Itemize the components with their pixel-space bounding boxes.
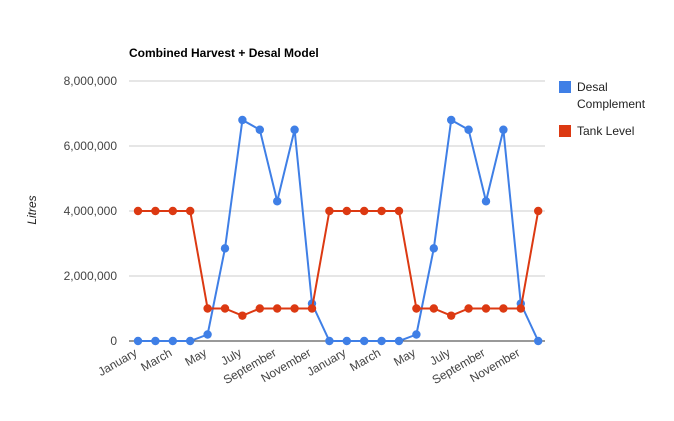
legend-swatch — [559, 81, 571, 93]
data-point[interactable] — [412, 304, 421, 313]
y-axis-ticks: 0 2,000,000 4,000,000 6,000,000 8,000,000 — [64, 74, 118, 348]
data-point[interactable] — [325, 206, 334, 216]
data-point[interactable] — [429, 304, 438, 313]
x-tick-label: January — [304, 345, 348, 378]
data-point[interactable] — [447, 311, 456, 320]
data-point[interactable] — [342, 336, 351, 346]
data-point[interactable] — [203, 304, 212, 313]
series — [133, 115, 543, 346]
data-point[interactable] — [255, 125, 264, 134]
data-point[interactable] — [255, 304, 264, 313]
data-point[interactable] — [377, 336, 386, 346]
chart-title: Combined Harvest + Desal Model — [129, 46, 319, 60]
data-point[interactable] — [273, 197, 282, 206]
data-point[interactable] — [534, 206, 543, 216]
data-point[interactable] — [377, 206, 386, 216]
data-point[interactable] — [464, 304, 473, 313]
x-tick-label: May — [391, 345, 418, 368]
data-point[interactable] — [499, 304, 508, 313]
series-line — [138, 210, 540, 317]
data-point[interactable] — [151, 206, 160, 216]
data-point[interactable] — [307, 304, 317, 313]
legend-item-desal-complement[interactable]: Desal Complement — [559, 80, 646, 111]
data-point[interactable] — [133, 336, 143, 346]
data-point[interactable] — [464, 125, 473, 134]
series-tank-level — [133, 206, 543, 320]
legend-label: Tank Level — [577, 124, 634, 138]
data-point[interactable] — [325, 336, 334, 346]
data-point[interactable] — [220, 304, 230, 313]
data-point[interactable] — [238, 311, 247, 320]
data-point[interactable] — [447, 115, 456, 125]
data-point[interactable] — [394, 206, 404, 216]
x-tick-label: March — [138, 345, 174, 374]
data-point[interactable] — [133, 206, 143, 216]
y-tick-label: 2,000,000 — [64, 269, 118, 283]
x-tick-label: May — [182, 345, 209, 368]
y-tick-label: 6,000,000 — [64, 139, 118, 153]
data-point[interactable] — [360, 336, 369, 346]
data-point[interactable] — [168, 206, 177, 216]
data-point[interactable] — [534, 336, 543, 346]
y-tick-label: 0 — [110, 334, 117, 348]
data-point[interactable] — [394, 336, 404, 346]
legend-item-tank-level[interactable]: Tank Level — [559, 124, 634, 138]
data-point[interactable] — [516, 304, 525, 313]
legend: Desal Complement Tank Level — [559, 80, 646, 138]
data-point[interactable] — [481, 197, 491, 206]
data-point[interactable] — [481, 304, 491, 313]
data-point[interactable] — [342, 206, 351, 216]
data-point[interactable] — [360, 206, 369, 216]
data-point[interactable] — [429, 244, 438, 253]
data-point[interactable] — [186, 336, 195, 346]
legend-label: Desal Complement — [577, 80, 646, 111]
data-point[interactable] — [151, 336, 160, 346]
y-tick-label: 8,000,000 — [64, 74, 118, 88]
y-tick-label: 4,000,000 — [64, 204, 118, 218]
legend-swatch — [559, 125, 571, 137]
data-point[interactable] — [273, 304, 282, 313]
data-point[interactable] — [168, 336, 177, 346]
x-tick-label: March — [347, 345, 383, 374]
data-point[interactable] — [412, 330, 421, 339]
data-point[interactable] — [203, 330, 212, 339]
data-point[interactable] — [220, 244, 230, 253]
data-point[interactable] — [290, 304, 299, 313]
data-point[interactable] — [290, 125, 299, 134]
data-point[interactable] — [186, 206, 195, 216]
x-tick-label: January — [96, 345, 140, 378]
series-desal-complement — [133, 115, 543, 346]
y-axis-title: Litres — [25, 195, 39, 224]
data-point[interactable] — [499, 125, 508, 134]
data-point[interactable] — [238, 115, 247, 125]
